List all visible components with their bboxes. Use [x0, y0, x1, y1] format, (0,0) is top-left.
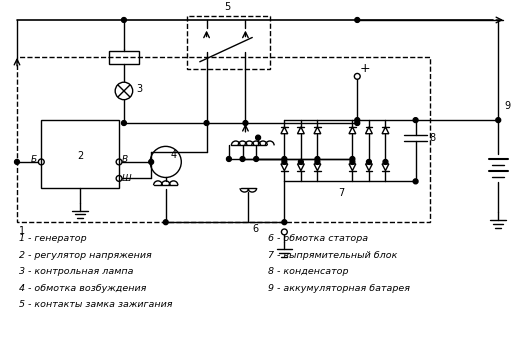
Circle shape — [367, 159, 371, 164]
Text: 8 - конденсатор: 8 - конденсатор — [268, 267, 348, 276]
Polygon shape — [366, 127, 372, 134]
Circle shape — [243, 121, 248, 125]
Text: 7 - выпрямительный блок: 7 - выпрямительный блок — [268, 251, 397, 260]
Text: 2: 2 — [77, 151, 83, 161]
Circle shape — [240, 157, 245, 162]
Circle shape — [204, 121, 209, 125]
Circle shape — [355, 121, 360, 125]
Text: В: В — [122, 155, 128, 163]
Polygon shape — [349, 164, 356, 171]
Polygon shape — [382, 127, 389, 134]
Circle shape — [413, 118, 418, 122]
Circle shape — [315, 157, 320, 162]
Text: 3: 3 — [137, 84, 143, 94]
Text: 5 - контакты замка зажигания: 5 - контакты замка зажигания — [19, 300, 173, 309]
Text: Б: Б — [30, 155, 37, 163]
Circle shape — [282, 220, 287, 225]
Polygon shape — [382, 164, 389, 171]
Polygon shape — [366, 164, 372, 171]
Circle shape — [413, 179, 418, 184]
Polygon shape — [298, 127, 304, 134]
Circle shape — [121, 17, 127, 22]
Polygon shape — [314, 164, 321, 171]
Text: 6 - обмотка статора: 6 - обмотка статора — [268, 234, 368, 243]
Circle shape — [350, 159, 355, 164]
Circle shape — [226, 157, 231, 162]
Text: 9: 9 — [504, 101, 510, 111]
Polygon shape — [281, 164, 288, 171]
Text: 1: 1 — [19, 226, 25, 236]
Circle shape — [15, 159, 19, 164]
Text: 8: 8 — [429, 133, 435, 143]
Circle shape — [355, 118, 360, 122]
Text: 9 - аккумуляторная батарея: 9 - аккумуляторная батарея — [268, 284, 410, 293]
Text: 4: 4 — [170, 150, 177, 160]
Bar — [41, 120, 119, 188]
Text: 1 - генератор: 1 - генератор — [19, 234, 87, 243]
Circle shape — [256, 135, 260, 140]
Circle shape — [383, 159, 388, 164]
Polygon shape — [298, 164, 304, 171]
Circle shape — [149, 159, 154, 164]
Text: Ш: Ш — [122, 174, 132, 183]
Polygon shape — [314, 127, 321, 134]
Polygon shape — [349, 127, 356, 134]
Circle shape — [254, 157, 258, 162]
Circle shape — [355, 17, 360, 22]
Circle shape — [315, 159, 320, 164]
Circle shape — [299, 159, 303, 164]
Text: +: + — [359, 62, 370, 75]
Text: 6: 6 — [252, 224, 258, 234]
Text: 7: 7 — [338, 188, 344, 198]
Circle shape — [163, 220, 168, 225]
Circle shape — [350, 157, 355, 162]
Circle shape — [121, 121, 127, 125]
Polygon shape — [281, 127, 288, 134]
Circle shape — [282, 157, 287, 162]
Text: 2 - регулятор напряжения: 2 - регулятор напряжения — [19, 251, 152, 260]
Text: 3 - контрольная лампа: 3 - контрольная лампа — [19, 267, 133, 276]
Circle shape — [496, 118, 501, 122]
Text: 4 - обмотка возбуждения: 4 - обмотка возбуждения — [19, 284, 146, 293]
Bar — [109, 51, 139, 64]
Text: 5: 5 — [224, 2, 230, 12]
Circle shape — [282, 159, 287, 164]
